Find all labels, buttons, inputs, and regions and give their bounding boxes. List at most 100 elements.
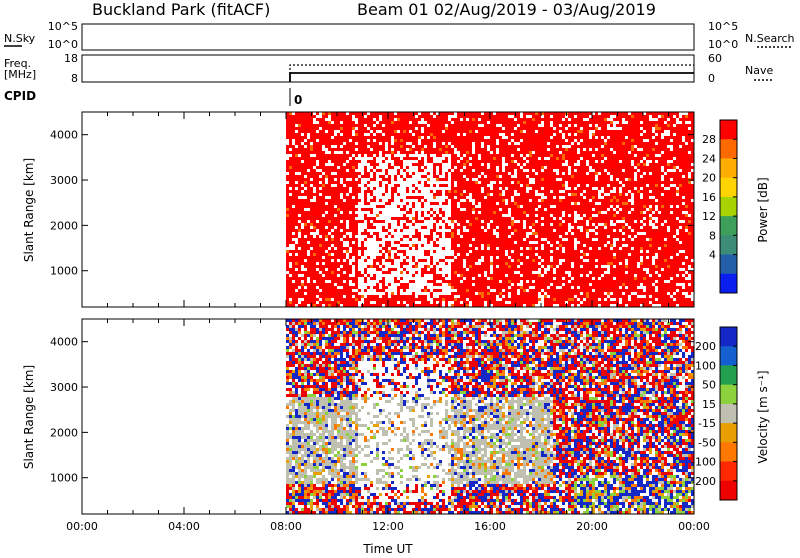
- heatmap-cell: [562, 178, 565, 181]
- heatmap-cell: [409, 196, 412, 199]
- heatmap-cell: [568, 286, 571, 289]
- heatmap-cell: [475, 271, 478, 274]
- heatmap-cell: [553, 151, 556, 154]
- heatmap-cell: [499, 271, 502, 274]
- heatmap-cell: [304, 229, 307, 232]
- heatmap-cell: [526, 265, 529, 268]
- heatmap-cell: [469, 247, 472, 250]
- heatmap-cell: [322, 277, 325, 280]
- heatmap-cell: [601, 115, 604, 118]
- heatmap-cell: [349, 223, 352, 226]
- heatmap-cell: [502, 154, 505, 157]
- heatmap-cell: [295, 250, 298, 253]
- heatmap-cell: [523, 172, 526, 175]
- heatmap-cell: [376, 148, 379, 151]
- heatmap-cell: [442, 118, 445, 121]
- heatmap-cell: [397, 160, 400, 163]
- heatmap-cell: [550, 160, 553, 163]
- heatmap-cell: [595, 235, 598, 238]
- heatmap-cell: [472, 181, 475, 184]
- heatmap-cell: [394, 280, 397, 283]
- heatmap-cell: [508, 148, 511, 151]
- heatmap-cell: [403, 145, 406, 148]
- heatmap-cell: [448, 139, 451, 142]
- heatmap-cell: [529, 193, 532, 196]
- heatmap-cell: [472, 136, 475, 139]
- heatmap-cell: [313, 265, 316, 268]
- heatmap-cell: [316, 223, 319, 226]
- heatmap-cell: [538, 289, 541, 292]
- heatmap-cell: [565, 196, 568, 199]
- heatmap-cell: [439, 148, 442, 151]
- heatmap-cell: [505, 220, 508, 223]
- heatmap-cell: [424, 166, 427, 169]
- heatmap-cell: [406, 187, 409, 190]
- heatmap-cell: [424, 286, 427, 289]
- heatmap-cell: [535, 160, 538, 163]
- heatmap-cell: [499, 232, 502, 235]
- heatmap-cell: [463, 217, 466, 220]
- heatmap-cell: [442, 124, 445, 127]
- heatmap-cell: [463, 223, 466, 226]
- heatmap-cell: [565, 172, 568, 175]
- heatmap-cell: [547, 298, 550, 301]
- heatmap-cell: [310, 205, 313, 208]
- heatmap-cell: [445, 274, 448, 277]
- heatmap-cell: [553, 181, 556, 184]
- heatmap-cell: [496, 154, 499, 157]
- heatmap-cell: [457, 265, 460, 268]
- heatmap-cell: [490, 205, 493, 208]
- heatmap-cell: [322, 220, 325, 223]
- heatmap-cell: [295, 142, 298, 145]
- heatmap-cell: [583, 283, 586, 286]
- heatmap-cell: [523, 148, 526, 151]
- heatmap-cell: [328, 190, 331, 193]
- heatmap-cell: [337, 223, 340, 226]
- heatmap-cell: [574, 181, 577, 184]
- heatmap-cell: [325, 298, 328, 301]
- heatmap-cell: [388, 232, 391, 235]
- heatmap-cell: [574, 148, 577, 151]
- heatmap-cell: [337, 145, 340, 148]
- heatmap-cell: [445, 190, 448, 193]
- heatmap-cell: [379, 136, 382, 139]
- heatmap-cell: [523, 184, 526, 187]
- heatmap-cell: [568, 268, 571, 271]
- heatmap-cell: [394, 127, 397, 130]
- heatmap-cell: [469, 166, 472, 169]
- heatmap-cell: [346, 166, 349, 169]
- heatmap-cell: [424, 289, 427, 292]
- heatmap-cell: [328, 184, 331, 187]
- heatmap-cell: [562, 193, 565, 196]
- heatmap-cell: [490, 247, 493, 250]
- heatmap-cell: [502, 268, 505, 271]
- heatmap-cell: [490, 274, 493, 277]
- heatmap-cell: [514, 121, 517, 124]
- heatmap-cell: [418, 181, 421, 184]
- heatmap-cell: [364, 184, 367, 187]
- heatmap-cell: [529, 166, 532, 169]
- heatmap-cell: [331, 169, 334, 172]
- heatmap-cell: [541, 163, 544, 166]
- heatmap-cell: [439, 259, 442, 262]
- heatmap-cell: [448, 298, 451, 301]
- heatmap-cell: [481, 193, 484, 196]
- heatmap-cell: [325, 199, 328, 202]
- heatmap-cell: [388, 199, 391, 202]
- heatmap-cell: [589, 226, 592, 229]
- heatmap-cell: [499, 229, 502, 232]
- heatmap-cell: [331, 277, 334, 280]
- heatmap-cell: [304, 253, 307, 256]
- heatmap-cell: [307, 172, 310, 175]
- heatmap-cell: [523, 274, 526, 277]
- heatmap-cell: [526, 295, 529, 298]
- heatmap-cell: [538, 241, 541, 244]
- heatmap-cell: [403, 244, 406, 247]
- heatmap-cell: [361, 151, 364, 154]
- heatmap-cell: [409, 124, 412, 127]
- heatmap-cell: [373, 178, 376, 181]
- heatmap-cell: [415, 232, 418, 235]
- heatmap-cell: [505, 127, 508, 130]
- heatmap-cell: [547, 118, 550, 121]
- heatmap-cell: [502, 121, 505, 124]
